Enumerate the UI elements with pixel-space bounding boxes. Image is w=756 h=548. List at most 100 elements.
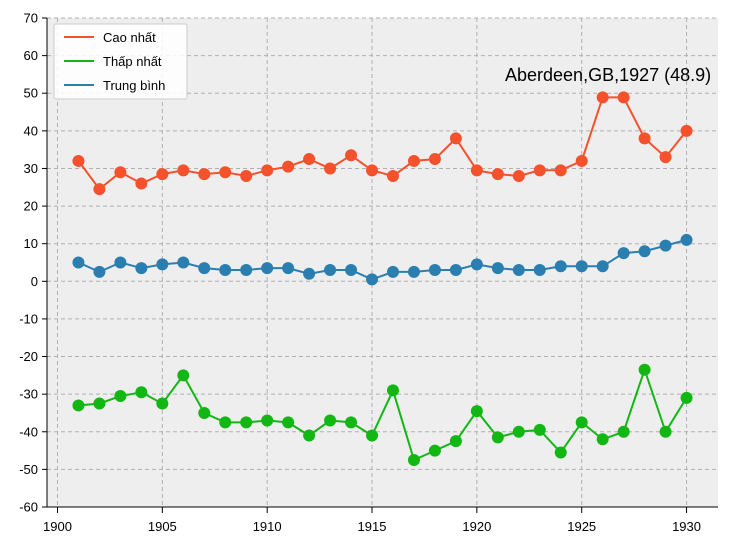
y-tick-label: -10 xyxy=(19,311,38,326)
data-point xyxy=(282,262,295,275)
y-tick-label: -40 xyxy=(19,424,38,439)
data-point xyxy=(366,273,379,286)
data-point xyxy=(198,168,211,181)
legend-label: Cao nhất xyxy=(103,30,156,45)
data-point xyxy=(428,264,441,277)
chart-annotation: Aberdeen,GB,1927 (48.9) xyxy=(505,65,711,85)
data-point xyxy=(177,369,190,382)
series-1 xyxy=(72,91,693,196)
data-point xyxy=(198,406,211,419)
data-point xyxy=(575,154,588,167)
data-point xyxy=(177,256,190,269)
data-point xyxy=(303,429,316,442)
data-point xyxy=(135,177,148,190)
data-point xyxy=(407,265,420,278)
x-tick-label: 1905 xyxy=(148,519,177,534)
data-point xyxy=(680,233,693,246)
data-point xyxy=(659,151,672,164)
y-tick-label: 60 xyxy=(24,48,38,63)
data-point xyxy=(491,431,504,444)
data-point xyxy=(617,247,630,260)
data-point xyxy=(470,405,483,418)
x-tick-label: 1930 xyxy=(672,519,701,534)
x-tick-label: 1900 xyxy=(43,519,72,534)
data-point xyxy=(491,262,504,275)
data-point xyxy=(680,391,693,404)
data-point xyxy=(156,397,169,410)
data-point xyxy=(428,444,441,457)
data-point xyxy=(596,260,609,273)
data-point xyxy=(324,162,337,175)
data-point xyxy=(386,384,399,397)
data-point xyxy=(386,265,399,278)
data-point xyxy=(303,153,316,166)
legend-label: Thấp nhất xyxy=(103,54,162,69)
data-point xyxy=(617,91,630,104)
data-point xyxy=(177,164,190,177)
y-tick-label: 40 xyxy=(24,123,38,138)
data-point xyxy=(449,264,462,277)
data-point xyxy=(345,264,358,277)
y-tick-label: 70 xyxy=(24,11,38,26)
data-point xyxy=(575,416,588,429)
data-point xyxy=(407,154,420,167)
data-point xyxy=(198,262,211,275)
data-point xyxy=(638,363,651,376)
data-point xyxy=(659,239,672,252)
data-point xyxy=(261,164,274,177)
data-point xyxy=(638,245,651,258)
data-point xyxy=(449,132,462,145)
data-point xyxy=(240,416,253,429)
data-point xyxy=(345,416,358,429)
data-point xyxy=(135,386,148,399)
data-point xyxy=(324,414,337,427)
series-3 xyxy=(72,233,693,286)
data-point xyxy=(93,397,106,410)
data-point xyxy=(533,423,546,436)
data-point xyxy=(596,91,609,104)
data-point xyxy=(680,124,693,137)
data-point xyxy=(156,258,169,271)
data-point xyxy=(407,453,420,466)
series-2 xyxy=(72,363,693,466)
data-point xyxy=(512,425,525,438)
legend-label: Trung bình xyxy=(103,78,165,93)
data-point xyxy=(72,256,85,269)
x-tick-label: 1925 xyxy=(567,519,596,534)
data-point xyxy=(470,258,483,271)
data-point xyxy=(282,160,295,173)
y-tick-label: -20 xyxy=(19,349,38,364)
y-tick-label: -50 xyxy=(19,462,38,477)
data-point xyxy=(345,149,358,162)
data-point xyxy=(575,260,588,273)
data-point xyxy=(219,166,232,179)
data-point xyxy=(240,264,253,277)
data-point xyxy=(135,262,148,275)
data-point xyxy=(366,164,379,177)
data-point xyxy=(303,267,316,280)
data-point xyxy=(449,435,462,448)
y-tick-label: 20 xyxy=(24,199,38,214)
series-layer xyxy=(72,91,693,466)
data-point xyxy=(533,164,546,177)
data-point xyxy=(156,168,169,181)
y-tick-label: 30 xyxy=(24,161,38,176)
data-point xyxy=(596,433,609,446)
data-point xyxy=(533,264,546,277)
data-point xyxy=(366,429,379,442)
data-point xyxy=(114,390,127,403)
data-point xyxy=(114,166,127,179)
data-point xyxy=(638,132,651,145)
y-tick-label: -30 xyxy=(19,387,38,402)
legend: Cao nhất Thấp nhất Trung bình xyxy=(53,23,188,100)
data-point xyxy=(114,256,127,269)
axes: -60 -50 -40 -30 -20 -10 0 10 20 30 40 50 60 70 1900 190… xyxy=(19,11,718,534)
x-tick-label: 1910 xyxy=(253,519,282,534)
data-point xyxy=(386,169,399,182)
data-point xyxy=(219,264,232,277)
data-point xyxy=(261,414,274,427)
data-point xyxy=(512,169,525,182)
data-point xyxy=(72,399,85,412)
data-point xyxy=(93,183,106,196)
